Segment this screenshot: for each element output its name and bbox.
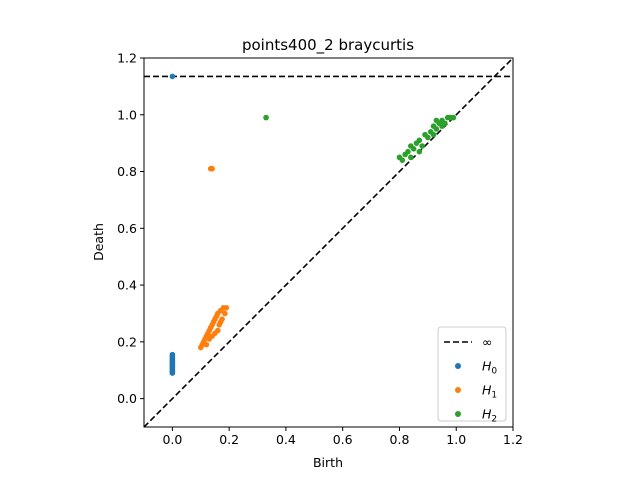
legend-label-h2: H2	[482, 407, 497, 425]
point-h2	[425, 134, 431, 141]
y-tick-label: 0.6	[117, 221, 137, 236]
x-tick-label: 1.2	[503, 432, 523, 447]
x-tick-label: 0.4	[276, 432, 296, 447]
legend-box	[437, 326, 507, 422]
y-tick-label: 1.0	[117, 107, 137, 122]
point-h2	[430, 131, 437, 138]
point-h2	[416, 137, 423, 144]
legend-swatch-h1	[455, 387, 461, 393]
point-h2	[416, 148, 423, 155]
legend: ∞ H0 H1 H2	[437, 326, 507, 425]
point-h2	[405, 148, 411, 155]
y-tick-label: 1.2	[117, 51, 137, 66]
point-h0	[169, 73, 176, 80]
x-tick-label: 0.2	[219, 432, 239, 447]
legend-swatch-h0	[455, 363, 461, 369]
x-tick-label: 0.8	[390, 432, 410, 447]
legend-label-h1: H1	[482, 383, 497, 401]
point-h2	[433, 126, 440, 132]
legend-swatch-h2	[455, 411, 461, 417]
x-axis-label: Birth	[313, 455, 343, 470]
y-tick-label: 0.0	[117, 391, 137, 406]
x-tick-label: 0.6	[333, 432, 353, 447]
point-h2	[450, 114, 457, 121]
point-h2	[442, 120, 448, 127]
series-h0	[169, 73, 176, 376]
legend-infinity-label: ∞	[482, 335, 492, 350]
x-tick-label: 0.0	[162, 432, 182, 447]
point-h1	[215, 327, 221, 334]
point-h1	[223, 304, 230, 311]
x-tick-label: 1.0	[446, 432, 466, 447]
point-h2	[408, 154, 414, 161]
y-tick-label: 0.2	[117, 334, 137, 349]
point-h0	[169, 351, 176, 358]
point-h1	[222, 310, 228, 317]
point-h1	[203, 341, 210, 348]
plot-inner	[144, 58, 513, 427]
series-h2	[263, 114, 457, 163]
y-tick-label: 0.4	[117, 278, 137, 293]
plot-frame	[143, 57, 514, 428]
point-h2	[263, 114, 269, 121]
plot-area: 0.0 0.2 0.4 0.6 0.8 1.0 1.2 0.0 0.2 0.4 0.6 0.8 1.0 1…	[117, 51, 523, 448]
series-h1	[197, 165, 230, 351]
point-h2	[433, 117, 440, 124]
chart-title: points400_2 braycurtis	[242, 36, 414, 55]
legend-label-h0: H0	[482, 359, 497, 377]
point-h2	[399, 157, 406, 163]
point-h1	[209, 165, 215, 172]
point-h1	[219, 316, 225, 322]
point-h2	[419, 143, 425, 149]
point-h2	[410, 146, 417, 152]
y-axis-label: Death	[91, 223, 106, 261]
y-tick-label: 0.8	[117, 164, 137, 179]
